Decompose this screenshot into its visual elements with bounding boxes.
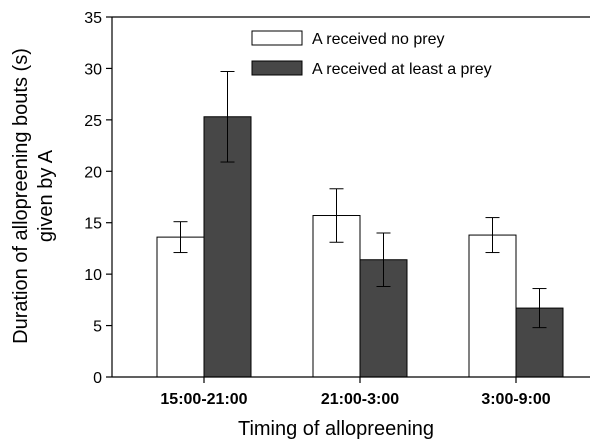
legend-swatch-at-least-a-prey	[251, 60, 303, 76]
legend-swatch-no-prey	[251, 30, 303, 46]
y-tick-label: 25	[84, 113, 102, 130]
bar-no-prey-1	[156, 236, 205, 378]
axes-group	[111, 16, 590, 378]
x-axis-title: Timing of allopreening	[238, 418, 434, 440]
bars-group	[156, 116, 564, 378]
x-category-label: 21:00-3:00	[321, 391, 399, 408]
legend: A received no prey A received at least a…	[251, 30, 492, 78]
y-tick-label: 10	[84, 267, 102, 284]
y-tick-label: 20	[84, 164, 102, 181]
y-tick-label: 15	[84, 216, 102, 233]
x-category-labels: 15:00-21:00 21:00-3:00 3:00-9:00	[160, 377, 551, 408]
bar-at-least-a-prey-3	[515, 307, 564, 378]
bar-no-prey-3	[468, 234, 517, 378]
x-category-label: 15:00-21:00	[160, 391, 247, 408]
x-category-label: 3:00-9:00	[481, 391, 550, 408]
error-bars-group	[173, 71, 547, 329]
y-tick-label: 35	[84, 10, 102, 27]
y-tick-label: 5	[93, 319, 102, 336]
y-tick-label: 30	[84, 61, 102, 78]
y-axis-title-line-2: given by A	[35, 149, 57, 242]
legend-label-at-least-a-prey: A received at least a prey	[312, 61, 492, 78]
y-ticks-group: 0 5 10 15 20 25 30 35	[84, 10, 112, 387]
legend-label-no-prey: A received no prey	[312, 31, 445, 48]
y-tick-label: 0	[93, 370, 102, 387]
y-axis-title-line-1: Duration of allopreening bouts (s)	[10, 48, 32, 344]
